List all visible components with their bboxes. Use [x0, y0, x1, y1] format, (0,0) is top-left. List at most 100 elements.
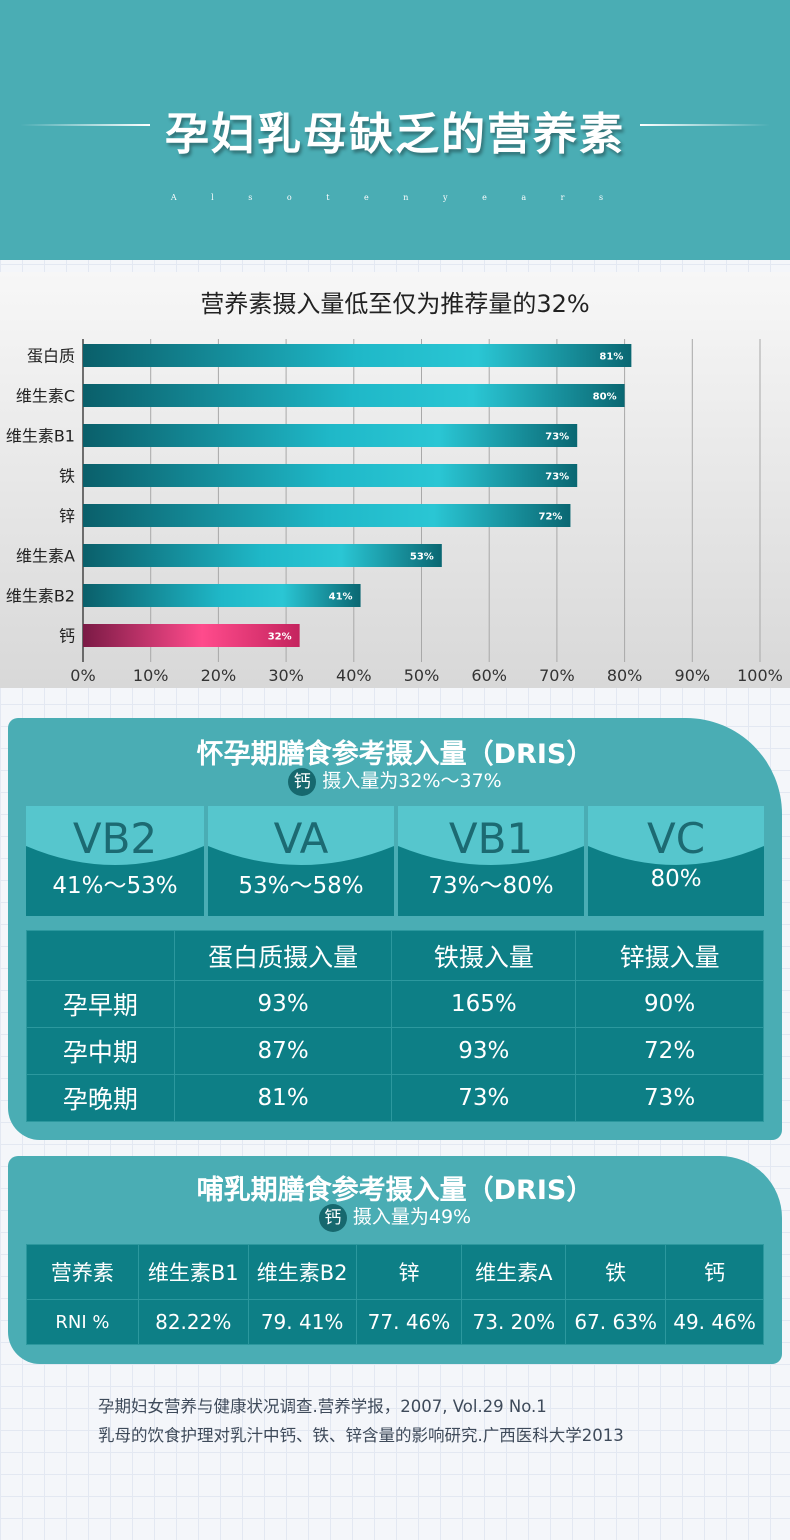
- category-label: 钙: [59, 627, 75, 646]
- reference-item: 乳母的饮食护理对乳汁中钙、铁、锌含量的影响研究.广西医科大学2013: [98, 1426, 624, 1445]
- table-header-cell: 蛋白质摄入量: [173, 930, 393, 981]
- table-cell: 77. 46%: [355, 1299, 463, 1345]
- bar-8: [83, 624, 300, 647]
- table-row: 孕晚期 81% 73% 73%: [26, 1074, 764, 1122]
- calcium-badge: 钙: [288, 767, 317, 796]
- bar-6: [83, 544, 442, 567]
- vitamin-name: VB1: [448, 814, 534, 863]
- table-cell: 82.22%: [137, 1299, 249, 1345]
- category-label: 维生素B1: [6, 427, 75, 446]
- x-tick-label: 70%: [539, 666, 575, 685]
- lactation-title: 哺乳期膳食参考摄入量（DRIS）: [196, 1175, 594, 1206]
- data-label: 73%: [545, 472, 569, 483]
- x-tick-label: 10%: [133, 666, 169, 685]
- table-cell: 73%: [575, 1074, 764, 1122]
- nutrient-intake-chart: 营养素摄入量低至仅为推荐量的32% 0% 10% 20% 30% 40% 50% 60% 70…: [0, 272, 790, 688]
- category-label: 蛋白质: [27, 347, 75, 366]
- table-row-label: 孕晚期: [26, 1074, 175, 1122]
- bar-5: [83, 504, 571, 527]
- data-label: 32%: [268, 632, 292, 643]
- chart-title: 营养素摄入量低至仅为推荐量的32%: [200, 290, 589, 318]
- x-tick-label: 60%: [471, 666, 507, 685]
- bar-4: [83, 464, 578, 487]
- vitamin-range: 73%～80%: [428, 873, 554, 899]
- x-tick-label: 30%: [268, 666, 304, 685]
- table-cell: 87%: [173, 1027, 393, 1075]
- table-row: 孕早期 93% 165% 90%: [26, 980, 764, 1028]
- table-row-label: 孕早期: [26, 980, 175, 1028]
- x-tick-label: 20%: [201, 666, 237, 685]
- table-row: 孕中期 87% 93% 72%: [26, 1027, 764, 1075]
- data-label: 73%: [545, 432, 569, 443]
- card-wave: [588, 806, 764, 865]
- header-left-line: [20, 124, 150, 126]
- x-tick-label: 90%: [675, 666, 711, 685]
- category-label: 铁: [59, 467, 75, 486]
- data-label: 53%: [410, 552, 434, 563]
- table-header-row: 蛋白质摄入量 铁摄入量 锌摄入量: [26, 930, 764, 981]
- table-cell: 72%: [575, 1027, 764, 1075]
- pregnancy-calcium-text: 摄入量为32%～37%: [322, 770, 502, 792]
- table-row: RNI % 82.22% 79. 41% 77. 46% 73. 20% 67.…: [26, 1299, 764, 1345]
- table-cell: 81%: [173, 1074, 393, 1122]
- bar-7: [83, 584, 361, 607]
- chart-svg: 营养素摄入量低至仅为推荐量的32% 0% 10% 20% 30% 40% 50% 60% 70…: [6, 290, 783, 685]
- x-tick-label: 50%: [404, 666, 440, 685]
- table-cell: 73. 20%: [461, 1299, 567, 1345]
- vitamin-name: VC: [646, 814, 706, 863]
- lactation-dris-panel: 哺乳期膳食参考摄入量（DRIS） 钙摄入量为49% 营养素 维生素B1 维生素B…: [8, 1156, 782, 1364]
- data-label: 81%: [599, 352, 623, 363]
- lactation-calcium-text: 摄入量为49%: [352, 1206, 472, 1228]
- table-header-cell: 锌: [355, 1244, 463, 1300]
- table-header-cell: 钙: [665, 1244, 764, 1300]
- x-tick-label: 0%: [70, 666, 95, 685]
- reference-item: 孕期妇女营养与健康状况调查.营养学报，2007, Vol.29 No.1: [98, 1397, 547, 1416]
- pregnancy-calcium-line: 钙摄入量为32%～37%: [8, 766, 782, 796]
- table-header-cell: 维生素A: [461, 1244, 567, 1300]
- table-header-cell: 铁: [565, 1244, 667, 1300]
- bar-1: [83, 344, 632, 367]
- header-banner: 孕妇乳母缺乏的营养素 A l s o t e n y e a r s: [0, 0, 790, 260]
- x-tick-label: 40%: [336, 666, 372, 685]
- data-label: 41%: [329, 592, 353, 603]
- table-header-cell: 维生素B1: [137, 1244, 249, 1300]
- table-header-cell: [26, 930, 175, 981]
- lactation-rni-table: 营养素 维生素B1 维生素B2 锌 维生素A 铁 钙 RNI % 82.22% …: [26, 1244, 764, 1345]
- table-cell: 49. 46%: [665, 1299, 764, 1345]
- table-cell: 73%: [391, 1074, 577, 1122]
- references: 孕期妇女营养与健康状况调查.营养学报，2007, Vol.29 No.1 乳母的…: [98, 1392, 778, 1450]
- table-cell: 90%: [575, 980, 764, 1028]
- x-tick-label: 100%: [737, 666, 783, 685]
- category-label: 维生素C: [16, 387, 75, 406]
- page-title: 孕妇乳母缺乏的营养素: [165, 109, 625, 160]
- table-header-cell: 营养素: [26, 1244, 139, 1300]
- category-label: 维生素B2: [6, 587, 75, 606]
- header-right-line: [640, 124, 770, 126]
- vitamin-range: 80%: [650, 866, 702, 892]
- vitamin-range: 53%～58%: [238, 873, 364, 899]
- vitamin-name: VA: [273, 814, 329, 863]
- lactation-calcium-line: 钙摄入量为49%: [8, 1202, 782, 1232]
- calcium-badge: 钙: [318, 1203, 347, 1232]
- pregnancy-title: 怀孕期膳食参考摄入量（DRIS）: [196, 739, 594, 770]
- table-header-cell: 铁摄入量: [391, 930, 577, 981]
- table-cell: 93%: [173, 980, 393, 1028]
- data-label: 72%: [539, 512, 563, 523]
- card-wave: [26, 806, 204, 865]
- table-header-cell: 锌摄入量: [575, 930, 764, 981]
- x-tick-label: 80%: [607, 666, 643, 685]
- table-row-label: 孕中期: [26, 1027, 175, 1075]
- vitamin-card-vc: VC 80%: [588, 806, 764, 916]
- table-cell: 93%: [391, 1027, 577, 1075]
- pregnancy-intake-table: 蛋白质摄入量 铁摄入量 锌摄入量 孕早期 93% 165% 90% 孕中期 87…: [26, 930, 764, 1122]
- vitamin-name: VB2: [72, 814, 158, 863]
- vitamin-range: 41%～53%: [52, 873, 178, 899]
- card-wave: [398, 806, 584, 865]
- page-subtitle: A l s o t e n y e a r s: [170, 193, 620, 202]
- table-header-row: 营养素 维生素B1 维生素B2 锌 维生素A 铁 钙: [26, 1244, 764, 1300]
- card-wave: [208, 806, 394, 865]
- table-header-cell: 维生素B2: [247, 1244, 357, 1300]
- vitamin-card-va: VA 53%～58%: [208, 806, 394, 916]
- vitamin-card-vb1: VB1 73%～80%: [398, 806, 584, 916]
- table-cell: 165%: [391, 980, 577, 1028]
